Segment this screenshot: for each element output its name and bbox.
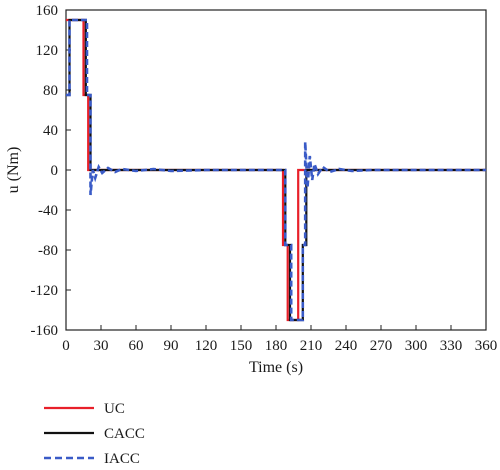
y-tick-label: 0: [51, 163, 59, 179]
x-tick-label: 360: [475, 338, 498, 354]
y-tick-label: -80: [38, 243, 58, 259]
y-tick-label: 120: [36, 43, 59, 59]
series-layer: [66, 18, 486, 322]
legend: UC CACC IACC: [44, 401, 145, 467]
x-axis-title: Time (s): [249, 359, 303, 376]
y-tick-label: -120: [31, 283, 59, 299]
legend-label-cacc: CACC: [104, 426, 145, 442]
x-tick-label: 120: [195, 338, 218, 354]
x-axis: 0 30 60 90 120 150 180 210 240 270 300 330 360: [62, 325, 497, 354]
x-tick-label: 300: [405, 338, 428, 354]
y-tick-label: 160: [36, 3, 59, 19]
x-tick-label: 330: [440, 338, 463, 354]
x-tick-label: 180: [265, 338, 288, 354]
legend-label-iacc: IACC: [104, 451, 140, 467]
x-tick-label: 0: [62, 338, 70, 354]
series-line-iacc: [66, 18, 486, 322]
y-tick-label: -160: [31, 323, 59, 339]
y-tick-label: 40: [43, 123, 58, 139]
x-tick-label: 60: [129, 338, 144, 354]
y-axis: 160 120 80 40 0 -40 -80 -120 -160: [31, 3, 71, 339]
legend-label-uc: UC: [104, 401, 125, 417]
y-tick-label: 80: [43, 83, 58, 99]
x-tick-label: 30: [94, 338, 109, 354]
x-tick-label: 270: [370, 338, 393, 354]
y-axis-title: u (Nm): [5, 147, 22, 194]
x-tick-label: 210: [300, 338, 323, 354]
series-line-uc: [66, 18, 486, 322]
x-tick-label: 90: [164, 338, 179, 354]
x-tick-label: 150: [230, 338, 253, 354]
x-tick-label: 240: [335, 338, 358, 354]
y-tick-label: -40: [38, 203, 58, 219]
